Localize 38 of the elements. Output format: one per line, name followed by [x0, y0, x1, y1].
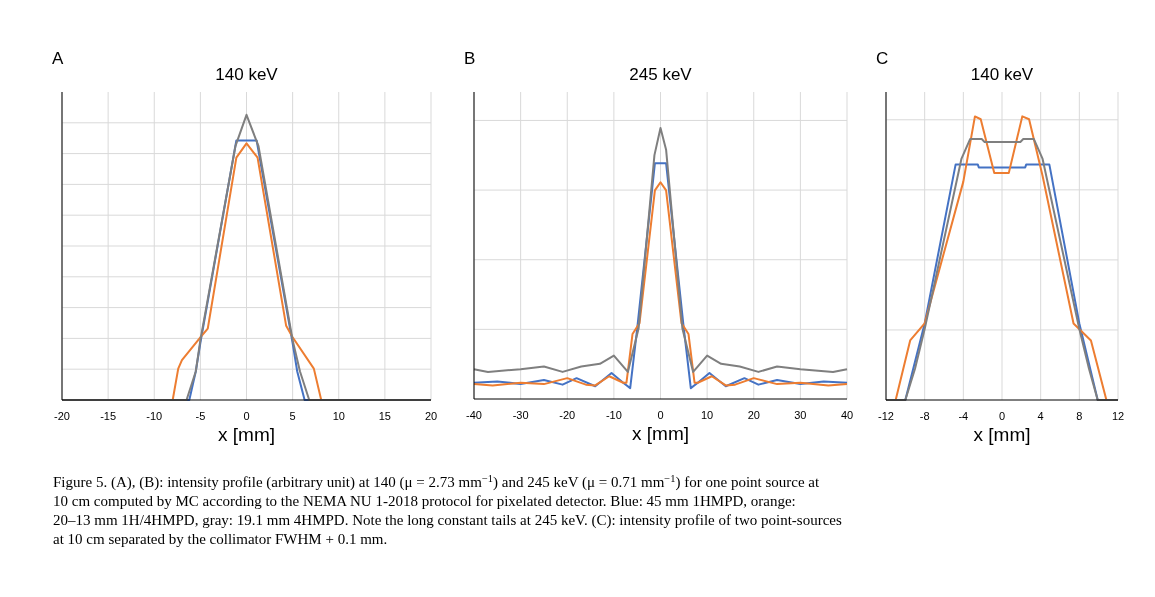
x-tick-label: -40 [466, 409, 482, 421]
x-tick-label: 0 [657, 409, 664, 421]
x-tick-label: -4 [958, 410, 969, 422]
x-tick-label: -15 [100, 410, 117, 422]
x-tick-label: -5 [195, 410, 206, 422]
x-tick-label: 40 [840, 409, 854, 421]
text: B [464, 49, 476, 68]
caption: Figure 5. (A), (B): intensity profile (arbitrary unit) at 140 (μ = 2.73 mm$^{−1}$) and 245 keV (μ = 0.71 mm$^{−1}$) for one point source at [53, 472, 821, 491]
text: at 10 cm separated by the collimator FWHM + 0.1 mm. [53, 531, 388, 547]
x-tick-label: 15 [378, 410, 391, 422]
x-tick-label: -20 [54, 410, 70, 422]
chart-title: 140 keV [215, 65, 279, 84]
x-tick-label: 4 [1037, 410, 1044, 422]
text: A [52, 49, 64, 68]
chart-title: 245 keV [629, 65, 693, 84]
x-tick-label: 30 [794, 409, 807, 421]
x-tick-label: -20 [559, 409, 576, 421]
chart-title: 140 keV [970, 65, 1034, 84]
x-axis-title: x [mm] [218, 424, 275, 445]
x-tick-label: 5 [289, 410, 296, 422]
x-tick-label: 12 [1111, 410, 1125, 422]
x-tick-label: 10 [701, 409, 714, 421]
x-tick-label: -8 [919, 410, 930, 422]
x-tick-label: -10 [146, 410, 163, 422]
text: 20–13 mm 1H/4HMPD, gray: 19.1 mm 4HMPD. Note the long constant tails at 245 keV. (C): intensity profile of two point-sources [53, 512, 842, 529]
x-tick-label: 8 [1076, 410, 1083, 422]
x-tick-label: 10 [332, 410, 345, 422]
text: 10 cm computed by MC according to the NEMA NU 1-2018 protocol for pixelated detector. Blue: 45 mm 1HMPD, orange: [53, 493, 796, 509]
x-tick-label: 0 [998, 410, 1006, 422]
x-tick-label: 0 [243, 410, 250, 422]
x-tick-label: -12 [878, 410, 894, 422]
x-tick-label: 20 [747, 409, 760, 421]
x-tick-label: -30 [512, 409, 529, 421]
x-axis-title: x [mm] [632, 423, 689, 444]
x-tick-label: -10 [605, 409, 622, 421]
x-axis-title: x [mm] [973, 424, 1031, 445]
x-tick-label: 20 [424, 410, 438, 422]
text: C [876, 49, 889, 68]
